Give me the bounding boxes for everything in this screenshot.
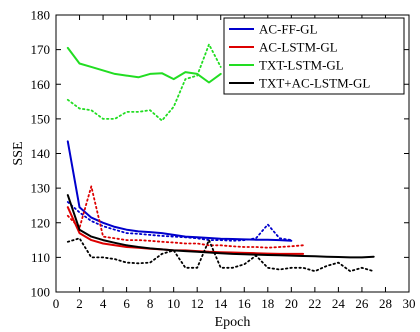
y-axis-ticks: 100 110 120 130 140 150 160 170 180 <box>31 8 409 300</box>
y-tick-label: 150 <box>31 111 51 126</box>
legend-item: TXT+AC-LSTM-GL <box>229 76 370 91</box>
x-tick-label: 0 <box>53 296 60 311</box>
series-line <box>66 237 375 273</box>
legend-item: TXT-LSTM-GL <box>229 58 344 73</box>
series-line <box>66 185 305 249</box>
legend-label: AC-FF-GL <box>259 22 318 37</box>
y-tick-label: 120 <box>31 215 51 230</box>
y-tick-label: 110 <box>31 250 50 265</box>
x-axis-ticks: 0 2 4 6 8 10 12 14 16 18 20 22 24 26 28 30 <box>53 15 416 311</box>
x-tick-label: 24 <box>332 296 346 311</box>
legend: AC-FF-GL AC-LSTM-GL TXT-LSTM-GL TXT+AC-L… <box>223 17 405 95</box>
legend-item: AC-LSTM-GL <box>229 40 338 55</box>
y-tick-label: 100 <box>31 285 51 300</box>
y-tick-label: 170 <box>31 42 51 57</box>
series-line <box>66 43 222 122</box>
legend-label: TXT-LSTM-GL <box>259 58 344 73</box>
legend-label: TXT+AC-LSTM-GL <box>259 76 370 91</box>
x-tick-label: 14 <box>214 296 228 311</box>
legend-label: AC-LSTM-GL <box>259 40 338 55</box>
x-tick-label: 10 <box>167 296 180 311</box>
x-tick-label: 12 <box>191 296 204 311</box>
x-tick-label: 8 <box>147 296 154 311</box>
x-tick-label: 18 <box>261 296 274 311</box>
y-tick-label: 180 <box>31 8 51 23</box>
x-tick-label: 28 <box>379 296 392 311</box>
series-line <box>66 194 375 259</box>
series-line <box>66 46 222 84</box>
x-tick-label: 22 <box>308 296 321 311</box>
x-axis-label: Epoch <box>215 315 251 330</box>
series-line <box>66 206 305 255</box>
series-line <box>66 201 293 242</box>
series-line <box>66 140 293 242</box>
x-tick-label: 6 <box>123 296 130 311</box>
plot-lines <box>66 43 375 273</box>
y-tick-label: 160 <box>31 77 51 92</box>
x-tick-label: 20 <box>285 296 298 311</box>
x-tick-label: 2 <box>76 296 83 311</box>
y-tick-label: 130 <box>31 181 51 196</box>
x-tick-label: 30 <box>403 296 416 311</box>
y-tick-label: 140 <box>31 146 51 161</box>
x-tick-label: 26 <box>355 296 369 311</box>
y-axis-label: SSE <box>11 141 26 165</box>
x-tick-label: 4 <box>100 296 107 311</box>
x-tick-label: 16 <box>238 296 252 311</box>
legend-item: AC-FF-GL <box>229 22 318 37</box>
legend-box <box>223 17 405 95</box>
